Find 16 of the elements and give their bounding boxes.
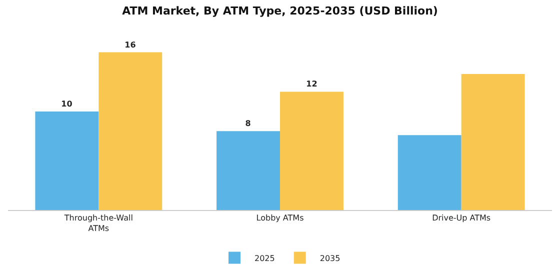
legend-label: 2035 [320,254,340,263]
x-tick-label: Through-the-Wall ATMs [63,214,133,233]
bar [35,111,99,210]
bar [98,52,162,210]
bar [398,135,462,210]
data-label: 16 [124,40,136,50]
bar [461,74,525,210]
data-label: 8 [245,119,252,128]
bar [216,131,280,210]
legend-label: 2025 [254,254,275,263]
bar [280,92,344,210]
chart-title: ATM Market, By ATM Type, 2025-2035 (USD Billion) [122,4,438,18]
x-tick-label: Drive-Up ATMs [432,214,491,223]
data-label: 12 [306,80,318,89]
data-label: 10 [61,99,73,108]
x-tick-label: Lobby ATMs [256,214,304,223]
